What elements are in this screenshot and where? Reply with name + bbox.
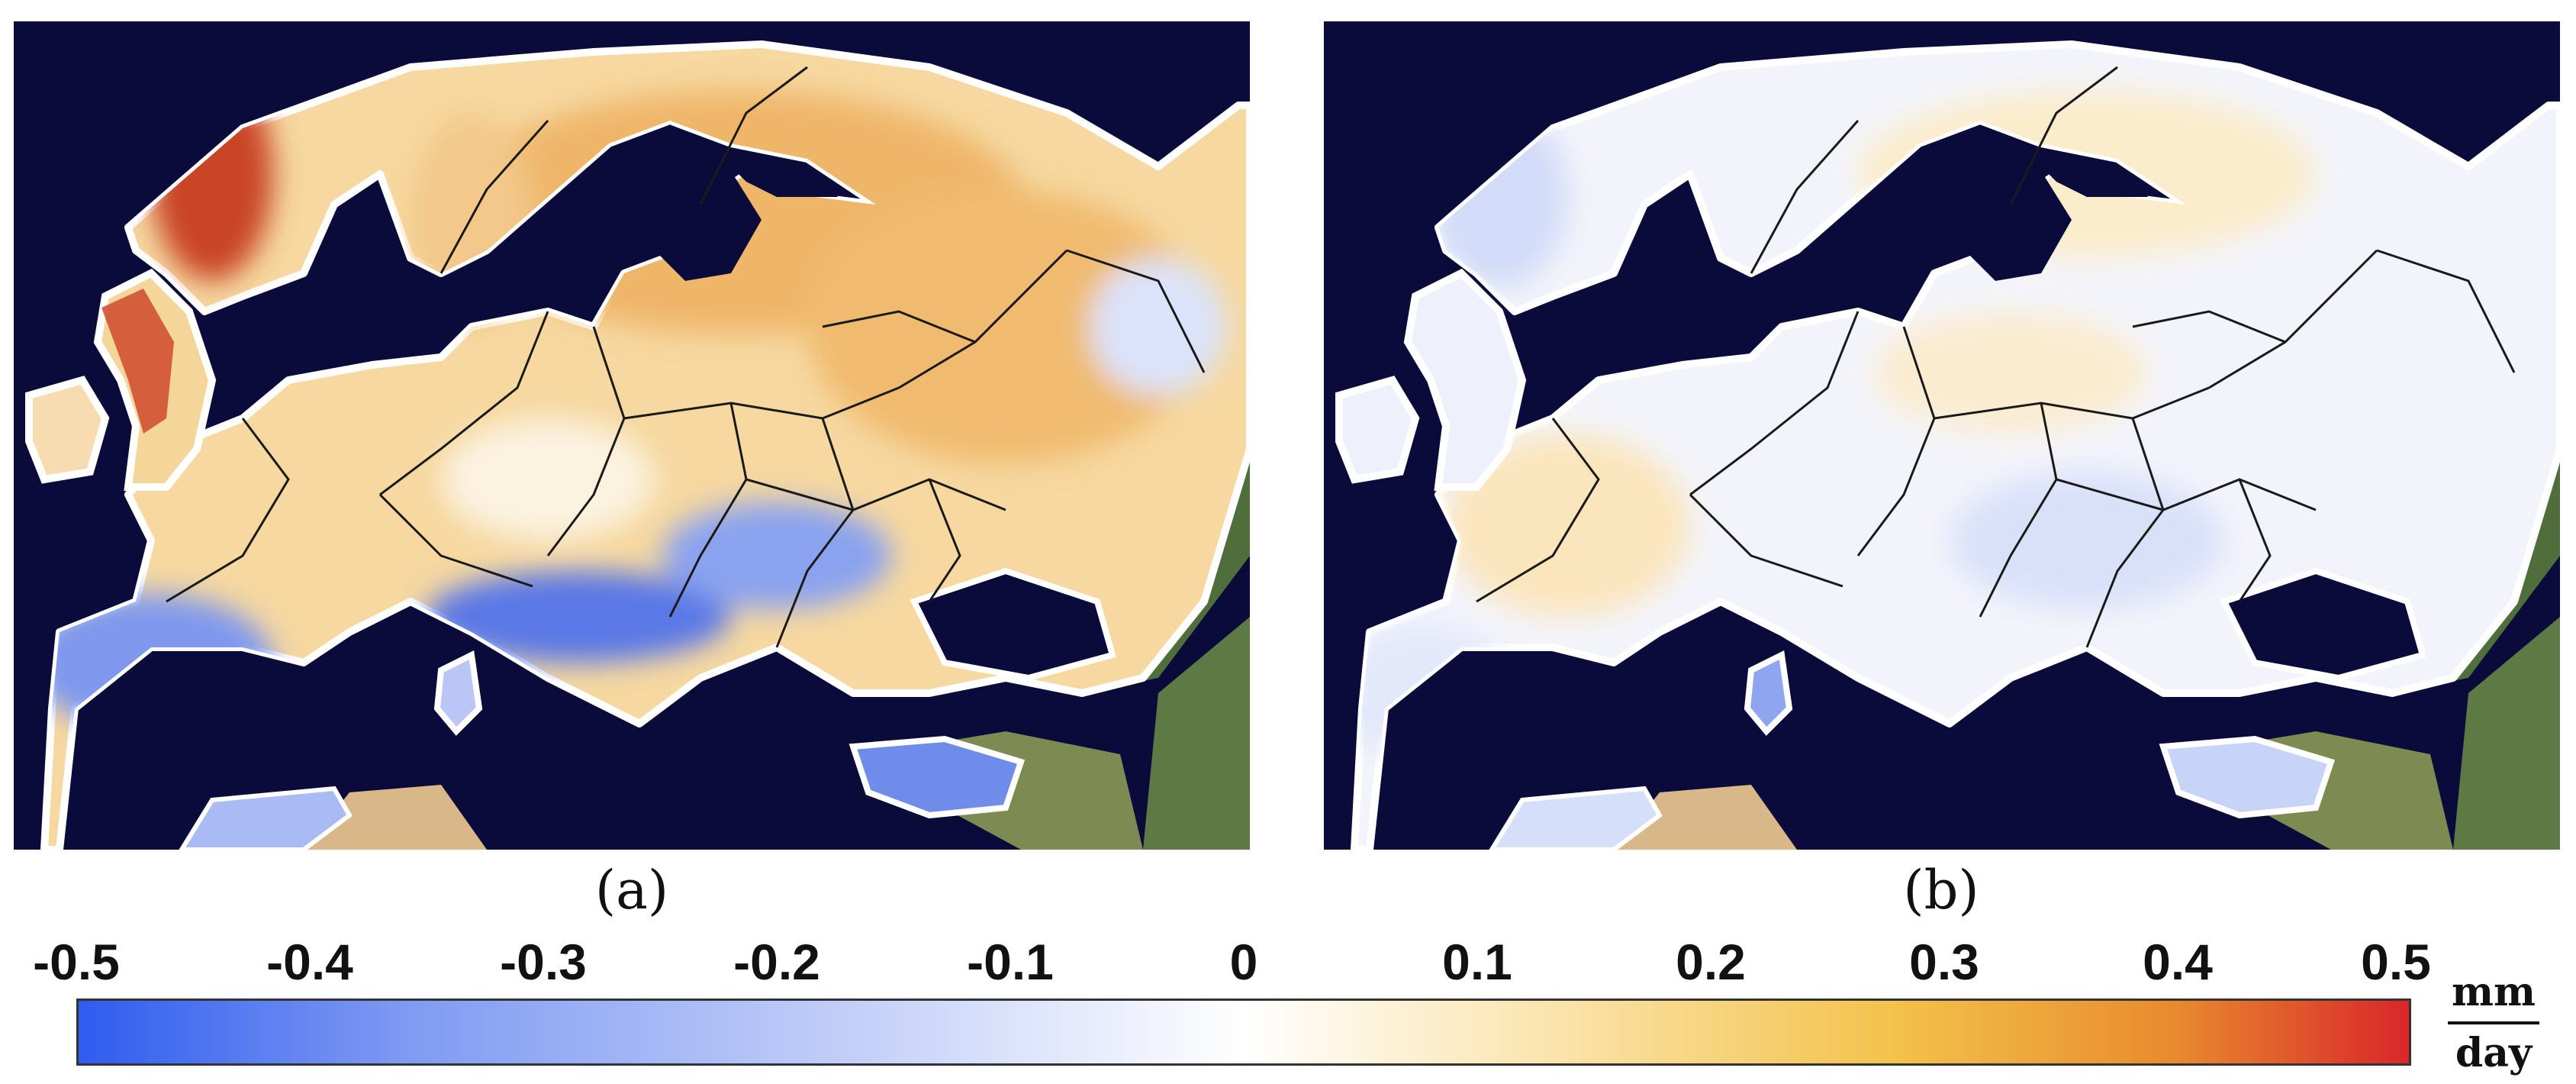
anatolia-pale xyxy=(2159,735,2336,819)
anatolia-blue xyxy=(848,735,1026,819)
baltic-sea xyxy=(1965,159,2072,281)
unit-fraction-bar xyxy=(2448,1021,2539,1024)
scotland-red xyxy=(101,289,174,434)
map-panel-a xyxy=(14,21,1250,850)
map-panel-b xyxy=(1324,21,2560,850)
eastern-land-background xyxy=(2453,617,2560,850)
corsica-sardinia xyxy=(1744,650,1793,736)
colorbar-tick: 0.2 xyxy=(1676,934,1746,990)
desert-north-africa xyxy=(304,785,487,850)
colorbar-tick: -0.3 xyxy=(500,934,587,990)
country-borders xyxy=(1476,66,2516,648)
france-light-warm xyxy=(1446,434,1690,617)
russia-warm-patch xyxy=(807,189,1204,464)
colorbar-tick: 0.4 xyxy=(2143,934,2213,990)
central-pale-patch xyxy=(441,418,655,540)
eastern-land-background xyxy=(1143,617,1250,850)
black-sea xyxy=(910,567,1116,682)
great-britain xyxy=(1403,268,1527,491)
balkans-blue xyxy=(662,502,891,609)
gulf-of-finland xyxy=(723,159,838,197)
desert-north-africa xyxy=(1614,785,1797,850)
panel-label-b: (b) xyxy=(1903,859,1979,921)
colorbar-unit: mm day xyxy=(2440,968,2547,1078)
east-pale-patch xyxy=(1090,258,1227,395)
colorbar xyxy=(76,999,2411,1066)
panel-label-a: (a) xyxy=(594,859,669,921)
alps-blue xyxy=(426,571,731,663)
north-africa-blue xyxy=(179,786,353,850)
north-africa-pale xyxy=(1489,786,1663,850)
colorbar-tick: 0.5 xyxy=(2361,934,2431,990)
colorbar-tick: -0.2 xyxy=(733,934,820,990)
corsica-sardinia xyxy=(433,650,483,736)
country-borders xyxy=(166,66,1206,648)
colorbar-tick: 0.1 xyxy=(1442,934,1512,990)
map-b-svg xyxy=(1324,21,2560,850)
ireland xyxy=(1335,376,1420,484)
map-a-svg xyxy=(14,21,1250,850)
colorbar-tick: -0.4 xyxy=(266,934,353,990)
balkans-light-blue xyxy=(1950,472,2224,609)
ireland xyxy=(25,376,110,484)
colorbar-tick: -0.1 xyxy=(967,934,1054,990)
unit-numerator: mm xyxy=(2451,969,2536,1015)
colorbar-tick: -0.5 xyxy=(33,934,120,990)
colorbar-tick: 0.3 xyxy=(1909,934,1979,990)
baltic-sea xyxy=(655,159,762,281)
unit-denominator: day xyxy=(2455,1030,2533,1076)
poland-light-warm xyxy=(1873,311,2148,434)
colorbar-tick: 0 xyxy=(1229,934,1258,990)
gulf-of-finland xyxy=(2033,159,2148,197)
black-sea xyxy=(2220,567,2426,682)
